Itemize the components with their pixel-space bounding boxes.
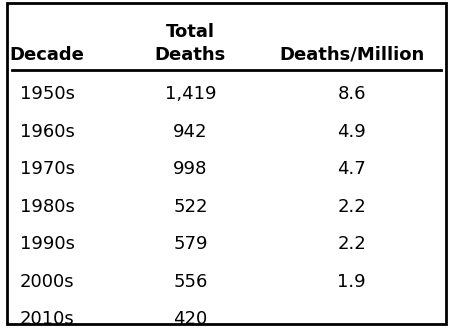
Text: 556: 556 [173, 273, 207, 291]
Text: Total: Total [166, 23, 215, 41]
Text: 1980s: 1980s [20, 198, 75, 216]
FancyBboxPatch shape [7, 3, 446, 323]
Text: 2010s: 2010s [20, 310, 75, 328]
Text: 420: 420 [173, 310, 207, 328]
Text: 1960s: 1960s [20, 123, 75, 140]
Text: 2.2: 2.2 [337, 198, 366, 216]
Text: Decade: Decade [10, 46, 85, 64]
Text: Deaths: Deaths [155, 46, 226, 64]
Text: 1990s: 1990s [20, 235, 75, 253]
Text: 4.7: 4.7 [337, 160, 366, 178]
Text: 4.9: 4.9 [337, 123, 366, 140]
Text: 1.9: 1.9 [337, 273, 366, 291]
Text: 8.6: 8.6 [338, 85, 366, 103]
Text: 2000s: 2000s [20, 273, 75, 291]
Text: 1,419: 1,419 [165, 85, 216, 103]
Text: 1950s: 1950s [20, 85, 75, 103]
Text: 998: 998 [173, 160, 207, 178]
Text: 579: 579 [173, 235, 208, 253]
Text: 942: 942 [173, 123, 208, 140]
Text: 522: 522 [173, 198, 208, 216]
Text: 2.2: 2.2 [337, 235, 366, 253]
Text: 1970s: 1970s [20, 160, 75, 178]
Text: Deaths/Million: Deaths/Million [279, 46, 424, 64]
